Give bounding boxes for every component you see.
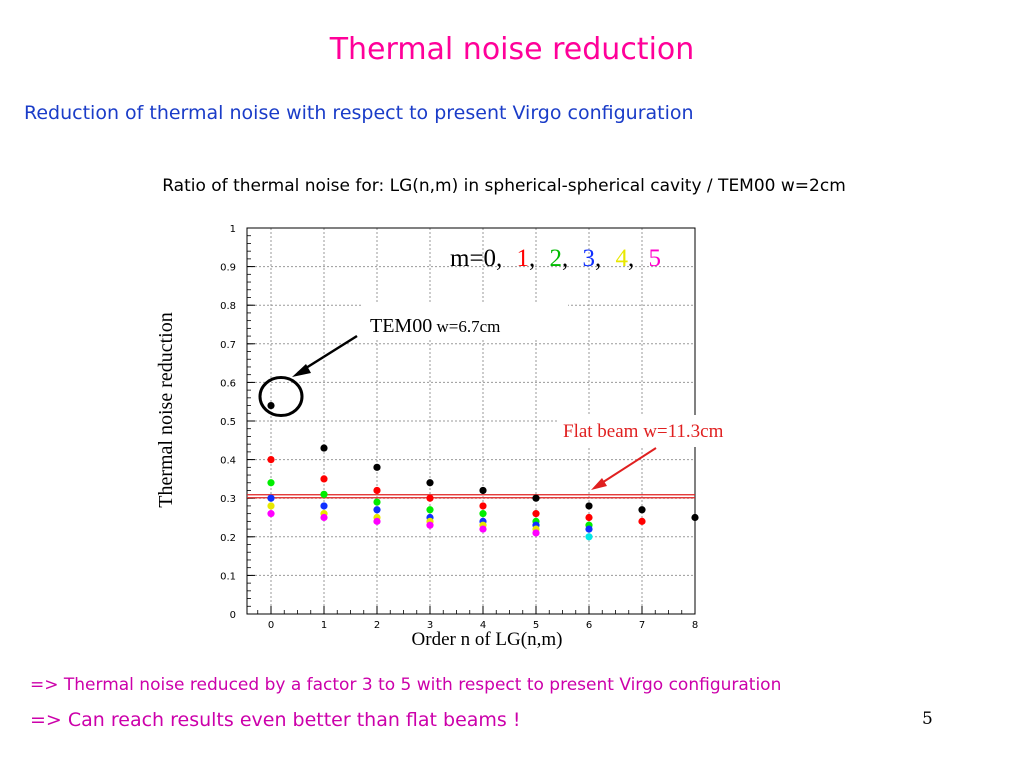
slide-subtitle: Reduction of thermal noise with respect …: [24, 102, 694, 124]
data-point: [479, 502, 487, 510]
y-tick-label: 0.2: [220, 533, 236, 544]
y-axis-label: Thermal noise reduction: [155, 312, 177, 508]
legend-prefix: m=0,: [450, 245, 502, 272]
x-tick-label: 6: [586, 620, 592, 631]
data-point: [267, 502, 275, 510]
y-tick-label: 0.8: [220, 301, 236, 312]
data-point: [585, 525, 593, 533]
data-point: [320, 513, 328, 522]
conclusion-note-1: => Thermal noise reduced by a factor 3 t…: [30, 675, 782, 695]
legend-entry-4: 4: [616, 245, 629, 272]
chart-caption: Ratio of thermal noise for: LG(n,m) in s…: [162, 176, 846, 196]
y-tick-label: 0.5: [220, 417, 236, 428]
data-point: [267, 510, 275, 518]
flat-beam-annotation: Flat beam w=11.3cm: [563, 421, 724, 442]
data-point: [373, 498, 381, 506]
data-point: [320, 490, 328, 498]
x-tick-label: 3: [427, 620, 433, 631]
highlight-circle: [258, 376, 304, 418]
x-tick-label: 8: [692, 620, 698, 631]
data-point: [426, 479, 434, 487]
data-point: [585, 533, 593, 541]
legend-entry-2: 2: [550, 245, 563, 272]
data-point: [320, 475, 328, 483]
data-point: [267, 479, 275, 487]
flat-beam-arrow: [596, 447, 657, 487]
y-tick-label: 0.9: [220, 263, 236, 274]
data-point: [373, 463, 381, 471]
conclusion-note-2: => Can reach results even better than fl…: [30, 709, 521, 731]
y-tick-label: 1: [230, 224, 236, 235]
data-points: [267, 401, 699, 541]
tem00-arrow: [297, 334, 358, 375]
data-point: [691, 513, 699, 522]
data-point: [585, 513, 593, 522]
legend-sep-4: ,: [628, 245, 634, 272]
y-tick-label: 0.7: [220, 340, 236, 351]
x-tick-label: 1: [321, 620, 327, 631]
legend-sep-2: ,: [562, 245, 568, 272]
y-tick-label: 0.1: [220, 571, 236, 582]
data-point: [426, 506, 434, 514]
data-point: [373, 506, 381, 514]
data-point: [585, 502, 593, 510]
x-tick-label: 4: [480, 620, 486, 631]
tem00-prefix: TEM00: [370, 315, 432, 337]
legend-sep-3: ,: [595, 245, 601, 272]
data-point: [373, 486, 381, 495]
data-point: [267, 494, 275, 502]
data-point: [638, 506, 646, 514]
flat-beam-arrow-head: [591, 478, 607, 490]
data-point: [320, 444, 328, 452]
x-tick-label: 0: [268, 620, 274, 631]
data-point: [638, 517, 646, 525]
y-tick-label: 0.6: [220, 378, 236, 389]
x-tick-label: 2: [374, 620, 380, 631]
legend-sep-1: ,: [529, 245, 535, 272]
x-tick-label: 7: [639, 620, 645, 631]
page-number: 5: [922, 709, 933, 729]
tem00-arrow-head: [292, 364, 311, 377]
data-point: [479, 486, 487, 495]
flat-beam-label-box: [558, 415, 778, 447]
data-point: [267, 401, 275, 410]
data-point: [426, 521, 434, 529]
data-point: [479, 525, 487, 533]
x-axis-label: Order n of LG(n,m): [412, 629, 563, 650]
legend-entry-3: 3: [583, 245, 596, 272]
y-tick-label: 0: [230, 610, 236, 621]
y-tick-label: 0.3: [220, 494, 236, 505]
data-point: [532, 510, 540, 518]
x-tick-labels: 0 1 2 3 4 5 6 7 8: [268, 620, 698, 631]
x-tick-label: 5: [533, 620, 539, 631]
data-point: [532, 494, 540, 502]
legend: m=0, 1, 2, 3, 4, 5: [450, 245, 661, 272]
axis-ticks: [247, 227, 696, 615]
legend-entry-5: 5: [649, 245, 662, 272]
y-tick-labels: 0 0.1 0.2 0.3 0.4 0.5 0.6 0.7 0.8 0.9 1: [220, 224, 236, 621]
data-point: [373, 517, 381, 525]
data-point: [320, 502, 328, 510]
tem00-annotation: TEM00 w=6.7cm: [370, 315, 500, 337]
slide-title: Thermal noise reduction: [329, 32, 695, 67]
flat-beam-line: [247, 494, 695, 499]
data-point: [479, 510, 487, 518]
legend-entry-1: 1: [517, 245, 530, 272]
data-point: [426, 494, 434, 502]
y-tick-label: 0.4: [220, 456, 236, 467]
data-point: [532, 529, 540, 537]
tem00-suffix: w=6.7cm: [432, 317, 500, 336]
tem00-label-box: [362, 304, 568, 340]
data-point: [267, 456, 275, 464]
